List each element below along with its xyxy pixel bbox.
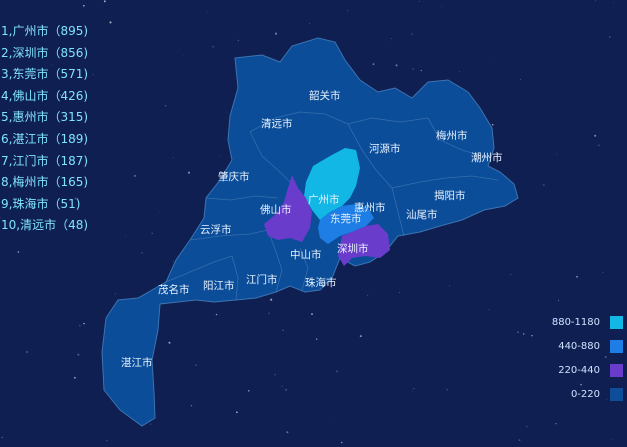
- ranking-item: 2,深圳市（856): [1, 45, 89, 60]
- city-label: 珠海市: [305, 276, 337, 289]
- city-label: 梅州市: [436, 129, 468, 142]
- legend-item[interactable]: 440-880: [533, 334, 623, 358]
- city-label: 云浮市: [200, 223, 232, 236]
- ranking-item: 6,湛江市（189): [1, 131, 89, 146]
- visual-map-legend: 880-1180 440-880 220-440 0-220: [533, 310, 623, 406]
- ranking-item: 10,清远市（48): [1, 218, 89, 233]
- ranking-item: 3,东莞市（571): [1, 67, 89, 82]
- city-label: 东莞市: [330, 212, 362, 225]
- city-label: 揭阳市: [434, 189, 466, 202]
- legend-swatch: [610, 315, 623, 329]
- legend-swatch: [610, 339, 623, 353]
- district-borders: [165, 111, 499, 301]
- region-dongguan[interactable]: [318, 204, 374, 244]
- city-label: 中山市: [290, 248, 322, 261]
- city-label: 茂名市: [158, 283, 190, 296]
- city-label: 江门市: [246, 273, 278, 286]
- legend-label: 440-880: [558, 340, 600, 352]
- legend-label: 880-1180: [551, 316, 600, 328]
- region-foshan[interactable]: [264, 175, 312, 242]
- city-label: 深圳市: [337, 242, 369, 255]
- ranking-item: 9,珠海市（51): [1, 196, 81, 211]
- city-ranking-list: 1,广州市（895) 2,深圳市（856) 3,东莞市（571) 4,佛山市（4…: [1, 21, 88, 237]
- region-shenzhen[interactable]: [338, 224, 390, 266]
- city-labels: 韶关市 清远市 河源市 梅州市 潮州市 肇庆市 广州市 惠州市 揭阳市 佛山市 …: [121, 89, 503, 369]
- city-label: 清远市: [261, 117, 293, 130]
- city-label: 韶关市: [309, 89, 341, 102]
- city-label: 湛江市: [121, 356, 153, 369]
- city-label: 广州市: [308, 193, 340, 206]
- legend-label: 0-220: [570, 388, 600, 400]
- legend-swatch: [610, 363, 623, 377]
- city-label: 惠州市: [354, 201, 386, 214]
- city-label: 河源市: [369, 142, 401, 155]
- city-label: 肇庆市: [218, 170, 250, 183]
- city-label: 潮州市: [471, 151, 503, 164]
- city-label: 阳江市: [203, 279, 235, 292]
- city-label: 佛山市: [260, 203, 292, 216]
- ranking-item: 8,梅州市（165): [1, 175, 89, 190]
- legend-item[interactable]: 880-1180: [533, 310, 623, 334]
- legend-item[interactable]: 0-220: [533, 382, 623, 406]
- legend-swatch: [610, 387, 623, 401]
- ranking-item: 1,广州市（895): [1, 24, 89, 38]
- ranking-item: 5,惠州市（315): [1, 110, 89, 125]
- city-label: 汕尾市: [406, 208, 438, 221]
- province-outline: [101, 37, 519, 427]
- legend-item[interactable]: 220-440: [533, 358, 623, 382]
- ranking-item: 4,佛山市（426): [1, 88, 89, 103]
- ranking-item: 7,江门市（187): [1, 153, 89, 168]
- legend-label: 220-440: [558, 364, 600, 376]
- region-guangzhou[interactable]: [304, 148, 360, 220]
